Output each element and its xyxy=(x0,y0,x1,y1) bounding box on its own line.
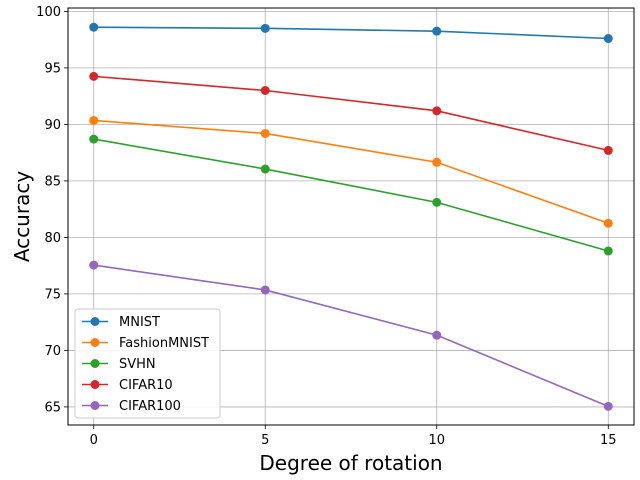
series-line-mnist xyxy=(93,26,609,40)
x-tick-label: 0 xyxy=(90,433,98,448)
point-svhn xyxy=(260,164,270,174)
legend-marker-mnist xyxy=(90,317,100,326)
point-cifar10 xyxy=(89,71,99,81)
plot-frame xyxy=(67,7,635,426)
point-mnist xyxy=(432,26,442,36)
legend: MNIST FashionMNIST SVHN CIFAR10 CIFAR100 xyxy=(74,308,221,419)
point-mnist xyxy=(260,23,270,33)
legend-marker-cifar100 xyxy=(90,401,100,410)
point-svhn xyxy=(432,197,442,207)
series-layer xyxy=(89,22,613,411)
series-line-cifar10 xyxy=(93,75,609,152)
point-svhn xyxy=(603,246,613,256)
legend-label-cifar10: CIFAR10 xyxy=(119,378,173,393)
legend-marker-fashionmnist xyxy=(90,338,100,347)
y-tick-label: 80 xyxy=(44,231,61,246)
legend-label-mnist: MNIST xyxy=(119,315,160,330)
point-cifar10 xyxy=(432,106,442,116)
legend-label-fashionmnist: FashionMNIST xyxy=(119,336,209,351)
y-tick-label: 65 xyxy=(44,400,61,415)
point-cifar100 xyxy=(603,401,613,411)
y-axis-title: Accuracy xyxy=(10,171,34,262)
legend-label-svhn: SVHN xyxy=(119,357,156,372)
point-cifar10 xyxy=(260,85,270,95)
point-fashionmnist xyxy=(89,115,99,125)
legend-label-cifar100: CIFAR100 xyxy=(119,399,181,414)
y-tick-label: 85 xyxy=(44,174,61,189)
y-tick-label: 75 xyxy=(44,287,61,302)
y-tick-label: 100 xyxy=(36,5,61,20)
point-mnist xyxy=(603,34,613,44)
tick-layer: 0 5 10 15 65 70 75 80 85 90 95 100 xyxy=(36,5,616,448)
y-tick-label: 70 xyxy=(44,344,61,359)
point-fashionmnist xyxy=(260,128,270,138)
point-svhn xyxy=(89,134,99,144)
series-line-cifar100 xyxy=(93,264,609,408)
x-tick-label: 15 xyxy=(600,433,617,448)
legend-marker-svhn xyxy=(90,359,100,368)
y-tick-label: 95 xyxy=(44,61,61,76)
legend-marker-cifar10 xyxy=(90,380,100,389)
point-mnist xyxy=(89,22,99,32)
series-line-fashionmnist xyxy=(93,119,609,225)
point-cifar100 xyxy=(260,285,270,295)
legend-box xyxy=(74,308,221,419)
x-axis-title: Degree of rotation xyxy=(259,451,442,475)
series-line-svhn xyxy=(93,138,609,252)
y-tick-label: 90 xyxy=(44,118,61,133)
point-fashionmnist xyxy=(603,218,613,228)
x-tick-label: 10 xyxy=(428,433,445,448)
x-tick-label: 5 xyxy=(261,433,269,448)
point-cifar10 xyxy=(603,145,613,155)
point-cifar100 xyxy=(432,330,442,340)
point-fashionmnist xyxy=(432,157,442,167)
point-cifar100 xyxy=(89,260,99,270)
